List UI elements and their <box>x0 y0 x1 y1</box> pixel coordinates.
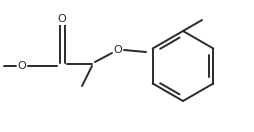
Text: O: O <box>58 14 66 24</box>
Text: O: O <box>18 61 26 71</box>
Text: O: O <box>114 45 122 55</box>
